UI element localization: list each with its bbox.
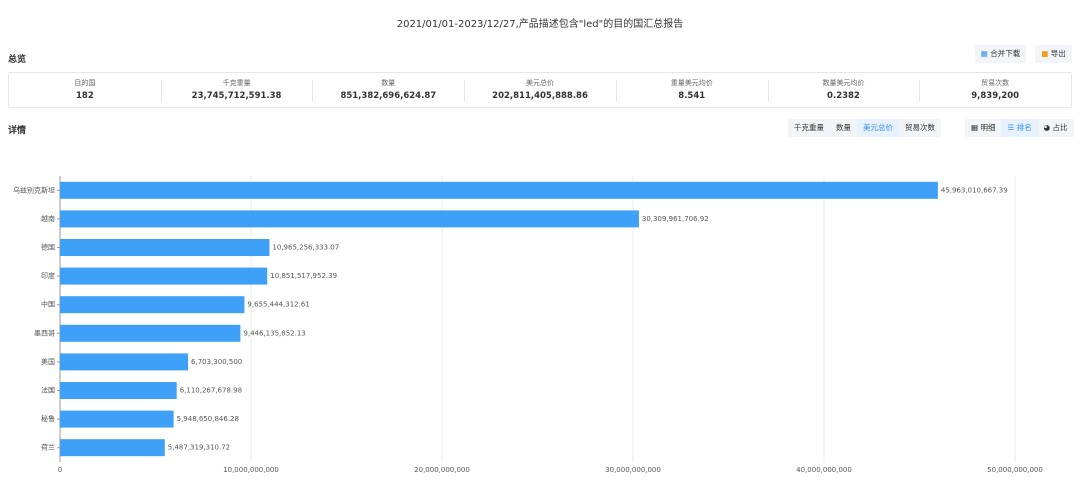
y-tick-label: 秘鲁 — [41, 414, 55, 423]
value-label: 5,948,650,846.28 — [177, 415, 239, 423]
detail-heading: 详情 — [8, 126, 27, 136]
export-button[interactable]: ■ 导出 — [1035, 45, 1072, 63]
x-tick-label: 10,000,000,000 — [223, 466, 279, 474]
stat-value: 8.541 — [678, 91, 706, 101]
bar — [60, 296, 245, 314]
value-label: 6,110,267,678.98 — [180, 387, 242, 395]
metric-tab-active[interactable]: 美元总价 — [857, 119, 899, 137]
stat-value: 851,382,696,624.87 — [340, 91, 437, 101]
view-tab[interactable]: ◕ 占比 — [1043, 123, 1068, 132]
icon: ▦ — [980, 49, 988, 58]
stat: 重量美元均价 8.541 — [615, 73, 768, 107]
metric-tab[interactable]: 贸易次数 — [905, 123, 935, 132]
view-tab-active[interactable]: ☰ 排名 — [1001, 119, 1038, 137]
value-label: 9,655,444,312.61 — [247, 301, 309, 309]
y-tick-label: 荷兰 — [41, 443, 55, 452]
y-tick-label: 印度 — [41, 271, 55, 280]
stat-value: 0.2382 — [827, 91, 860, 101]
bar — [60, 239, 270, 256]
stats-card: 目的国 182 千克重量 23,745,712,591.38 数量 851,382,6… — [8, 72, 1072, 108]
stat-value: 182 — [75, 91, 94, 101]
stat-label: 美元总价 — [526, 79, 555, 87]
tab-label: 占比 — [1052, 123, 1068, 132]
bar — [60, 267, 268, 285]
metric-tab[interactable]: 千克重量 — [794, 123, 824, 132]
overview-heading: 总览 — [8, 55, 27, 65]
icon: ■ — [1041, 49, 1049, 58]
value-label: 45,963,010,667.39 — [941, 186, 1008, 194]
bar — [60, 181, 938, 199]
y-tick-label: 美国 — [41, 357, 55, 366]
y-tick-label: 越南 — [41, 214, 55, 223]
bar — [60, 210, 639, 228]
stat-label: 贸易次数 — [981, 79, 1010, 87]
stat-label: 重量美元均价 — [670, 79, 713, 87]
y-tick-label: 德国 — [41, 243, 55, 252]
button-label: 合并下载 — [990, 49, 1021, 58]
y-tick-label: 墨西哥 — [34, 329, 55, 337]
stat-value: 23,745,712,591.38 — [191, 91, 282, 101]
value-label: 6,703,300,500 — [191, 358, 242, 366]
stat: 千克重量 23,745,712,591.38 — [160, 73, 313, 107]
x-tick-label: 30,000,000,000 — [605, 466, 661, 474]
bar — [60, 410, 174, 428]
x-tick-label: 40,000,000,000 — [796, 466, 852, 474]
y-tick-label: 中国 — [41, 300, 55, 309]
y-tick-label: 法国 — [41, 386, 55, 395]
stat: 目的国 182 — [9, 73, 161, 107]
value-label: 10,965,256,333.07 — [272, 244, 339, 252]
x-tick-label: 20,000,000,000 — [414, 466, 470, 474]
stat-label: 数量 — [381, 79, 396, 87]
bar — [60, 324, 241, 342]
view-tab[interactable]: ▦ 明细 — [971, 123, 996, 132]
bar — [60, 382, 177, 399]
stat: 数量 851,382,696,624.87 — [312, 73, 464, 107]
stat: 美元总价 202,811,405,888.86 — [464, 73, 616, 107]
tab-label: 明细 — [980, 123, 996, 132]
button-label: 导出 — [1050, 49, 1066, 58]
bar — [60, 439, 165, 457]
value-label: 5,487,319,310.72 — [168, 444, 230, 452]
x-tick-label: 50,000,000,000 — [987, 466, 1043, 474]
y-tick-label: 乌兹别克斯坦 — [13, 185, 55, 194]
merge-download-button[interactable]: ▦ 合并下载 — [975, 45, 1026, 63]
value-label: 30,309,961,706.92 — [642, 215, 709, 223]
stat-label: 千克重量 — [222, 79, 251, 87]
x-tick-label: 0 — [58, 466, 62, 474]
stat-value: 202,811,405,888.86 — [492, 91, 588, 101]
value-label: 10,851,517,952.39 — [270, 272, 337, 280]
view-tabs: ▦ 明细 ☰ 排名 ◕ 占比 — [965, 119, 1074, 137]
bar — [60, 353, 189, 371]
stat-label: 数量美元均价 — [822, 79, 865, 87]
stat-label: 目的国 — [74, 79, 96, 87]
stat-value: 9,839,200 — [971, 91, 1020, 101]
stat: 数量美元均价 0.2382 — [767, 73, 920, 107]
value-label: 9,446,135,852.13 — [243, 329, 305, 337]
metric-tab[interactable]: 数量 — [836, 123, 851, 132]
report-title: 2021/01/01-2023/12/27,产品描述包含"led"的目的国汇总报… — [396, 19, 684, 30]
tab-label: 排名 — [1016, 123, 1032, 132]
stat: 贸易次数 9,839,200 — [919, 73, 1071, 107]
metric-tabs: 千克重量 数量 美元总价 贸易次数 — [788, 119, 941, 137]
